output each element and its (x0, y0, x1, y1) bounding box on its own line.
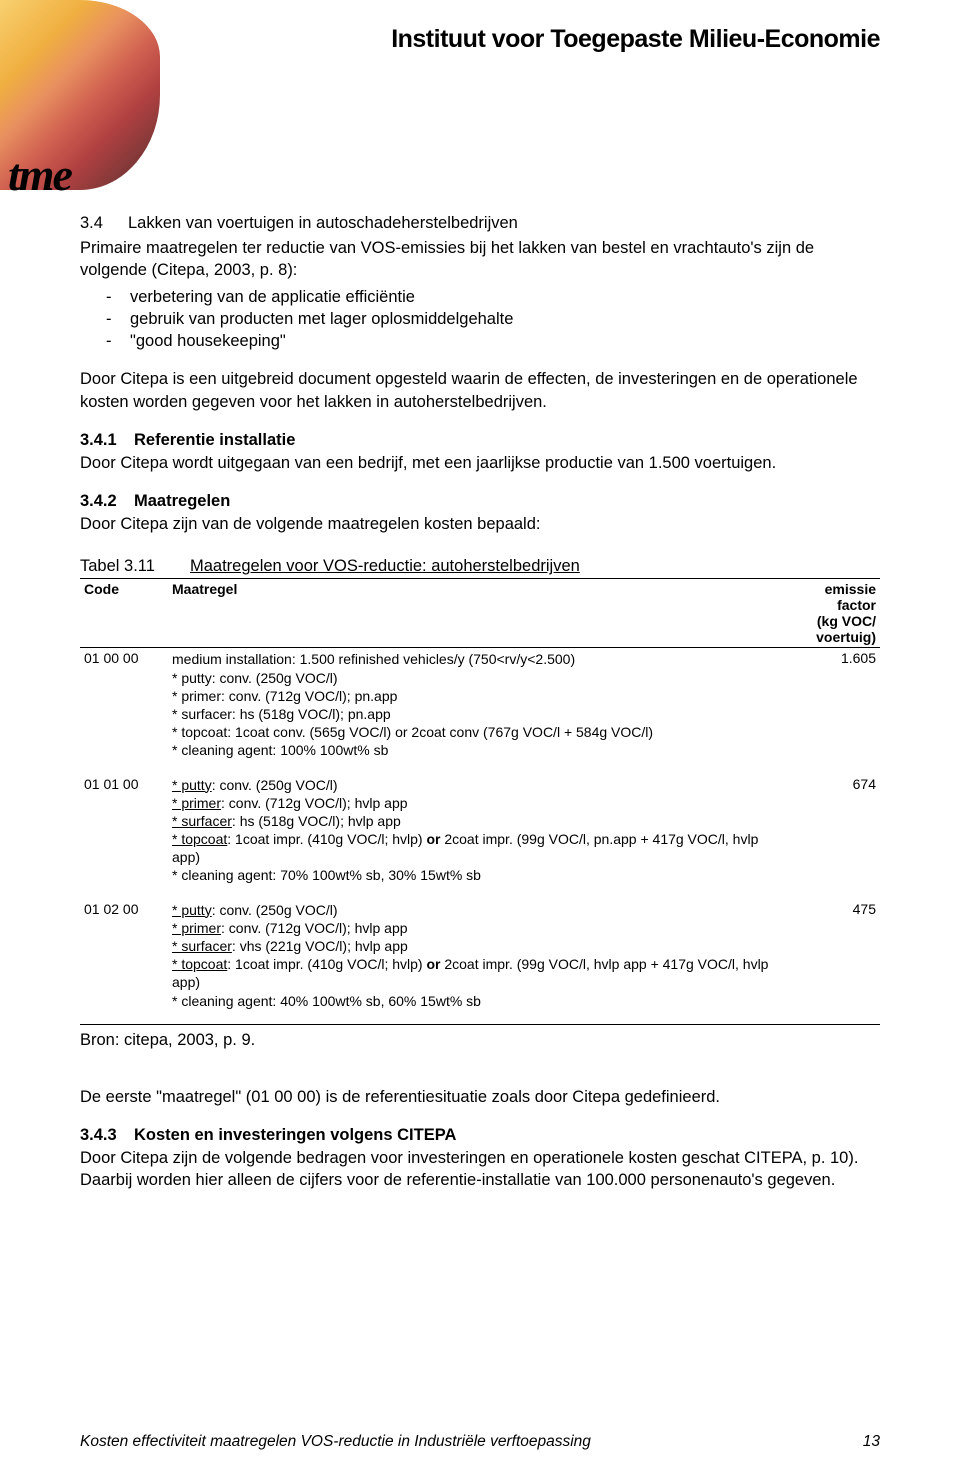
footer-title: Kosten effectiviteit maatregelen VOS-red… (80, 1433, 591, 1451)
line: : conv. (250g VOC/l) (212, 777, 338, 793)
line: : 1coat impr. (410g VOC/l; hvlp) (227, 831, 426, 847)
cell-maatregel: * putty: conv. (250g VOC/l) * primer: co… (168, 899, 782, 1025)
table-row: 01 02 00 * putty: conv. (250g VOC/l) * p… (80, 899, 880, 1025)
table-row: 01 01 00 * putty: conv. (250g VOC/l) * p… (80, 774, 880, 899)
institute-title: Instituut voor Toegepaste Milieu-Economi… (80, 25, 880, 54)
cell-code: 01 01 00 (80, 774, 168, 899)
line: * surfacer: hs (518g VOC/l); pn.app (172, 706, 391, 722)
col-emissie: emissie factor (kg VOC/ voertuig) (782, 579, 880, 648)
line: * topcoat: 1coat conv. (565g VOC/l) or 2… (172, 724, 653, 740)
subsection-number: 3.4.1 (80, 431, 134, 450)
line: : vhs (221g VOC/l); hvlp app (232, 938, 408, 954)
col-code: Code (80, 579, 168, 648)
line: : hs (518g VOC/l); hvlp app (232, 813, 401, 829)
line: : conv. (712g VOC/l); hvlp app (221, 920, 408, 936)
line-or: or (426, 831, 440, 847)
bullet-item: verbetering van de applicatie efficiënti… (130, 286, 880, 308)
subsection-title: Maatregelen (134, 492, 230, 510)
cell-emissie: 475 (782, 899, 880, 1025)
section-3-4-3-body: Door Citepa zijn de volgende bedragen vo… (80, 1147, 880, 1192)
section-3-4-2-heading: 3.4.2Maatregelen (80, 492, 880, 511)
section-post: Door Citepa is een uitgebreid document o… (80, 368, 880, 413)
subsection-title: Referentie installatie (134, 431, 295, 449)
logo-text: tme (8, 148, 71, 201)
line: * cleaning agent: 70% 100wt% sb, 30% 15w… (172, 867, 481, 883)
section-title: Lakken van voertuigen in autoschadeherst… (128, 214, 518, 232)
line: * primer: conv. (712g VOC/l); pn.app (172, 688, 397, 704)
line-lbl: * primer (172, 795, 221, 811)
line: : 1coat impr. (410g VOC/l; hvlp) (227, 956, 426, 972)
col-maatregel: Maatregel (168, 579, 782, 648)
line-lbl: * topcoat (172, 956, 227, 972)
subsection-number: 3.4.2 (80, 492, 134, 511)
measures-table: Code Maatregel emissie factor (kg VOC/ v… (80, 578, 880, 1024)
bullet-item: "good housekeeping" (130, 330, 880, 352)
cell-code: 01 02 00 (80, 899, 168, 1025)
table-source: Bron: citepa, 2003, p. 9. (80, 1031, 880, 1050)
line-lbl: * putty (172, 777, 212, 793)
emis-line: voertuig) (816, 629, 876, 645)
cell-maatregel: medium installation: 1.500 refinished ve… (168, 648, 782, 774)
cell-maatregel: * putty: conv. (250g VOC/l) * primer: co… (168, 774, 782, 899)
line: * putty: conv. (250g VOC/l) (172, 670, 337, 686)
section-3-4-3-heading: 3.4.3Kosten en investeringen volgens CIT… (80, 1126, 880, 1145)
line-or: or (426, 956, 440, 972)
emis-line: factor (837, 597, 876, 613)
page-footer: Kosten effectiviteit maatregelen VOS-red… (80, 1433, 880, 1451)
section-3-4-2-body: Door Citepa zijn van de volgende maatreg… (80, 513, 880, 535)
line-lbl: * surfacer (172, 938, 232, 954)
table-title: Tabel 3.11Maatregelen voor VOS-reductie:… (80, 557, 880, 576)
line: medium installation: 1.500 refinished ve… (172, 651, 575, 667)
post-table-note: De eerste "maatregel" (01 00 00) is de r… (80, 1086, 880, 1108)
footer-page-number: 13 (863, 1433, 880, 1451)
cell-emissie: 1.605 (782, 648, 880, 774)
logo: tme (0, 0, 180, 240)
emis-line: (kg VOC/ (817, 613, 876, 629)
emis-line: emissie (825, 581, 876, 597)
line: * cleaning agent: 100% 100wt% sb (172, 742, 388, 758)
line-lbl: * putty (172, 902, 212, 918)
line-lbl: * topcoat (172, 831, 227, 847)
line: : conv. (250g VOC/l) (212, 902, 338, 918)
table-caption: Maatregelen voor VOS-reductie: autoherst… (190, 557, 580, 575)
table-label: Tabel 3.11 (80, 557, 190, 576)
section-3-4-1-heading: 3.4.1Referentie installatie (80, 431, 880, 450)
line-lbl: * primer (172, 920, 221, 936)
section-3-4-heading: 3.4Lakken van voertuigen in autoschadehe… (80, 214, 880, 233)
section-3-4-1-body: Door Citepa wordt uitgegaan van een bedr… (80, 452, 880, 474)
bullet-list: verbetering van de applicatie efficiënti… (80, 286, 880, 353)
subsection-title: Kosten en investeringen volgens CITEPA (134, 1126, 456, 1144)
table-row: 01 00 00 medium installation: 1.500 refi… (80, 648, 880, 774)
page: tme Instituut voor Toegepaste Milieu-Eco… (0, 0, 960, 1479)
cell-emissie: 674 (782, 774, 880, 899)
line: : conv. (712g VOC/l); hvlp app (221, 795, 408, 811)
line-lbl: * surfacer (172, 813, 232, 829)
line: * cleaning agent: 40% 100wt% sb, 60% 15w… (172, 993, 481, 1009)
table-header-row: Code Maatregel emissie factor (kg VOC/ v… (80, 579, 880, 648)
subsection-number: 3.4.3 (80, 1126, 134, 1145)
bullet-item: gebruik van producten met lager oplosmid… (130, 308, 880, 330)
cell-code: 01 00 00 (80, 648, 168, 774)
section-intro: Primaire maatregelen ter reductie van VO… (80, 237, 880, 282)
